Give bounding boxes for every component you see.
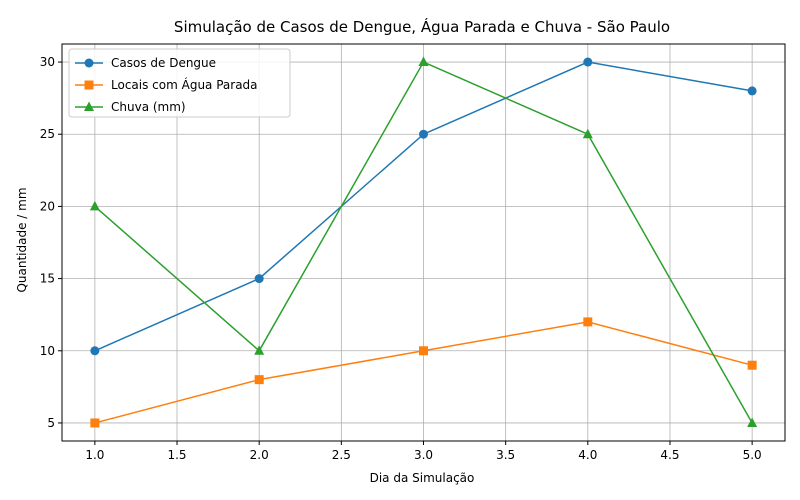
data-point bbox=[419, 346, 428, 356]
data-point bbox=[418, 56, 429, 67]
legend-label: Chuva (mm) bbox=[111, 100, 186, 114]
x-tick-label: 4.0 bbox=[578, 448, 597, 462]
y-tick-label: 30 bbox=[40, 55, 55, 69]
y-axis-label: Quantidade / mm bbox=[15, 187, 29, 292]
data-point bbox=[747, 86, 757, 96]
legend: Casos de Dengue Locais com Água Parada Chu… bbox=[68, 48, 291, 118]
data-point bbox=[582, 128, 593, 139]
legend-item: Casos de Dengue bbox=[75, 56, 216, 70]
legend-marker bbox=[84, 101, 94, 111]
x-tick-label: 1.0 bbox=[85, 448, 104, 462]
series bbox=[90, 317, 757, 428]
x-tick-label: 2.0 bbox=[250, 448, 269, 462]
y-tick-label: 20 bbox=[40, 199, 55, 213]
data-point bbox=[90, 346, 100, 356]
chart-title: Simulação de Casos de Dengue, Água Parad… bbox=[174, 17, 670, 36]
x-tick-label: 2.5 bbox=[332, 448, 351, 462]
axis-ticks: 1.0 1.5 2.0 2.5 3.0 3.5 4.0 4.5 5.0 5 10 15 20 25 30 bbox=[40, 55, 762, 462]
legend-marker bbox=[84, 58, 94, 68]
y-tick-label: 15 bbox=[40, 272, 55, 286]
data-point bbox=[254, 274, 264, 284]
data-point bbox=[254, 375, 264, 385]
series bbox=[89, 56, 758, 427]
data-point bbox=[89, 200, 100, 211]
data-point bbox=[419, 129, 428, 139]
x-tick-label: 5.0 bbox=[743, 448, 762, 462]
legend-item: Locais com Água Parada bbox=[75, 77, 258, 92]
legend-label: Locais com Água Parada bbox=[111, 77, 258, 92]
x-axis-label: Dia da Simulação bbox=[370, 471, 475, 485]
data-point bbox=[254, 345, 265, 355]
legend-marker bbox=[84, 80, 94, 90]
y-tick-label: 10 bbox=[40, 344, 55, 358]
x-tick-label: 3.0 bbox=[414, 448, 433, 462]
x-tick-label: 4.5 bbox=[660, 448, 679, 462]
x-tick-label: 1.5 bbox=[167, 448, 186, 462]
series-group bbox=[89, 56, 758, 428]
legend-label: Casos de Dengue bbox=[111, 56, 216, 70]
y-tick-label: 5 bbox=[47, 416, 55, 430]
legend-item: Chuva (mm) bbox=[75, 100, 186, 114]
data-point bbox=[583, 57, 593, 67]
data-point bbox=[747, 417, 758, 427]
data-point bbox=[747, 360, 757, 370]
legend-box bbox=[68, 48, 291, 118]
data-point bbox=[583, 317, 593, 327]
y-tick-label: 25 bbox=[40, 127, 55, 141]
data-point bbox=[90, 418, 100, 428]
x-tick-label: 3.5 bbox=[496, 448, 515, 462]
